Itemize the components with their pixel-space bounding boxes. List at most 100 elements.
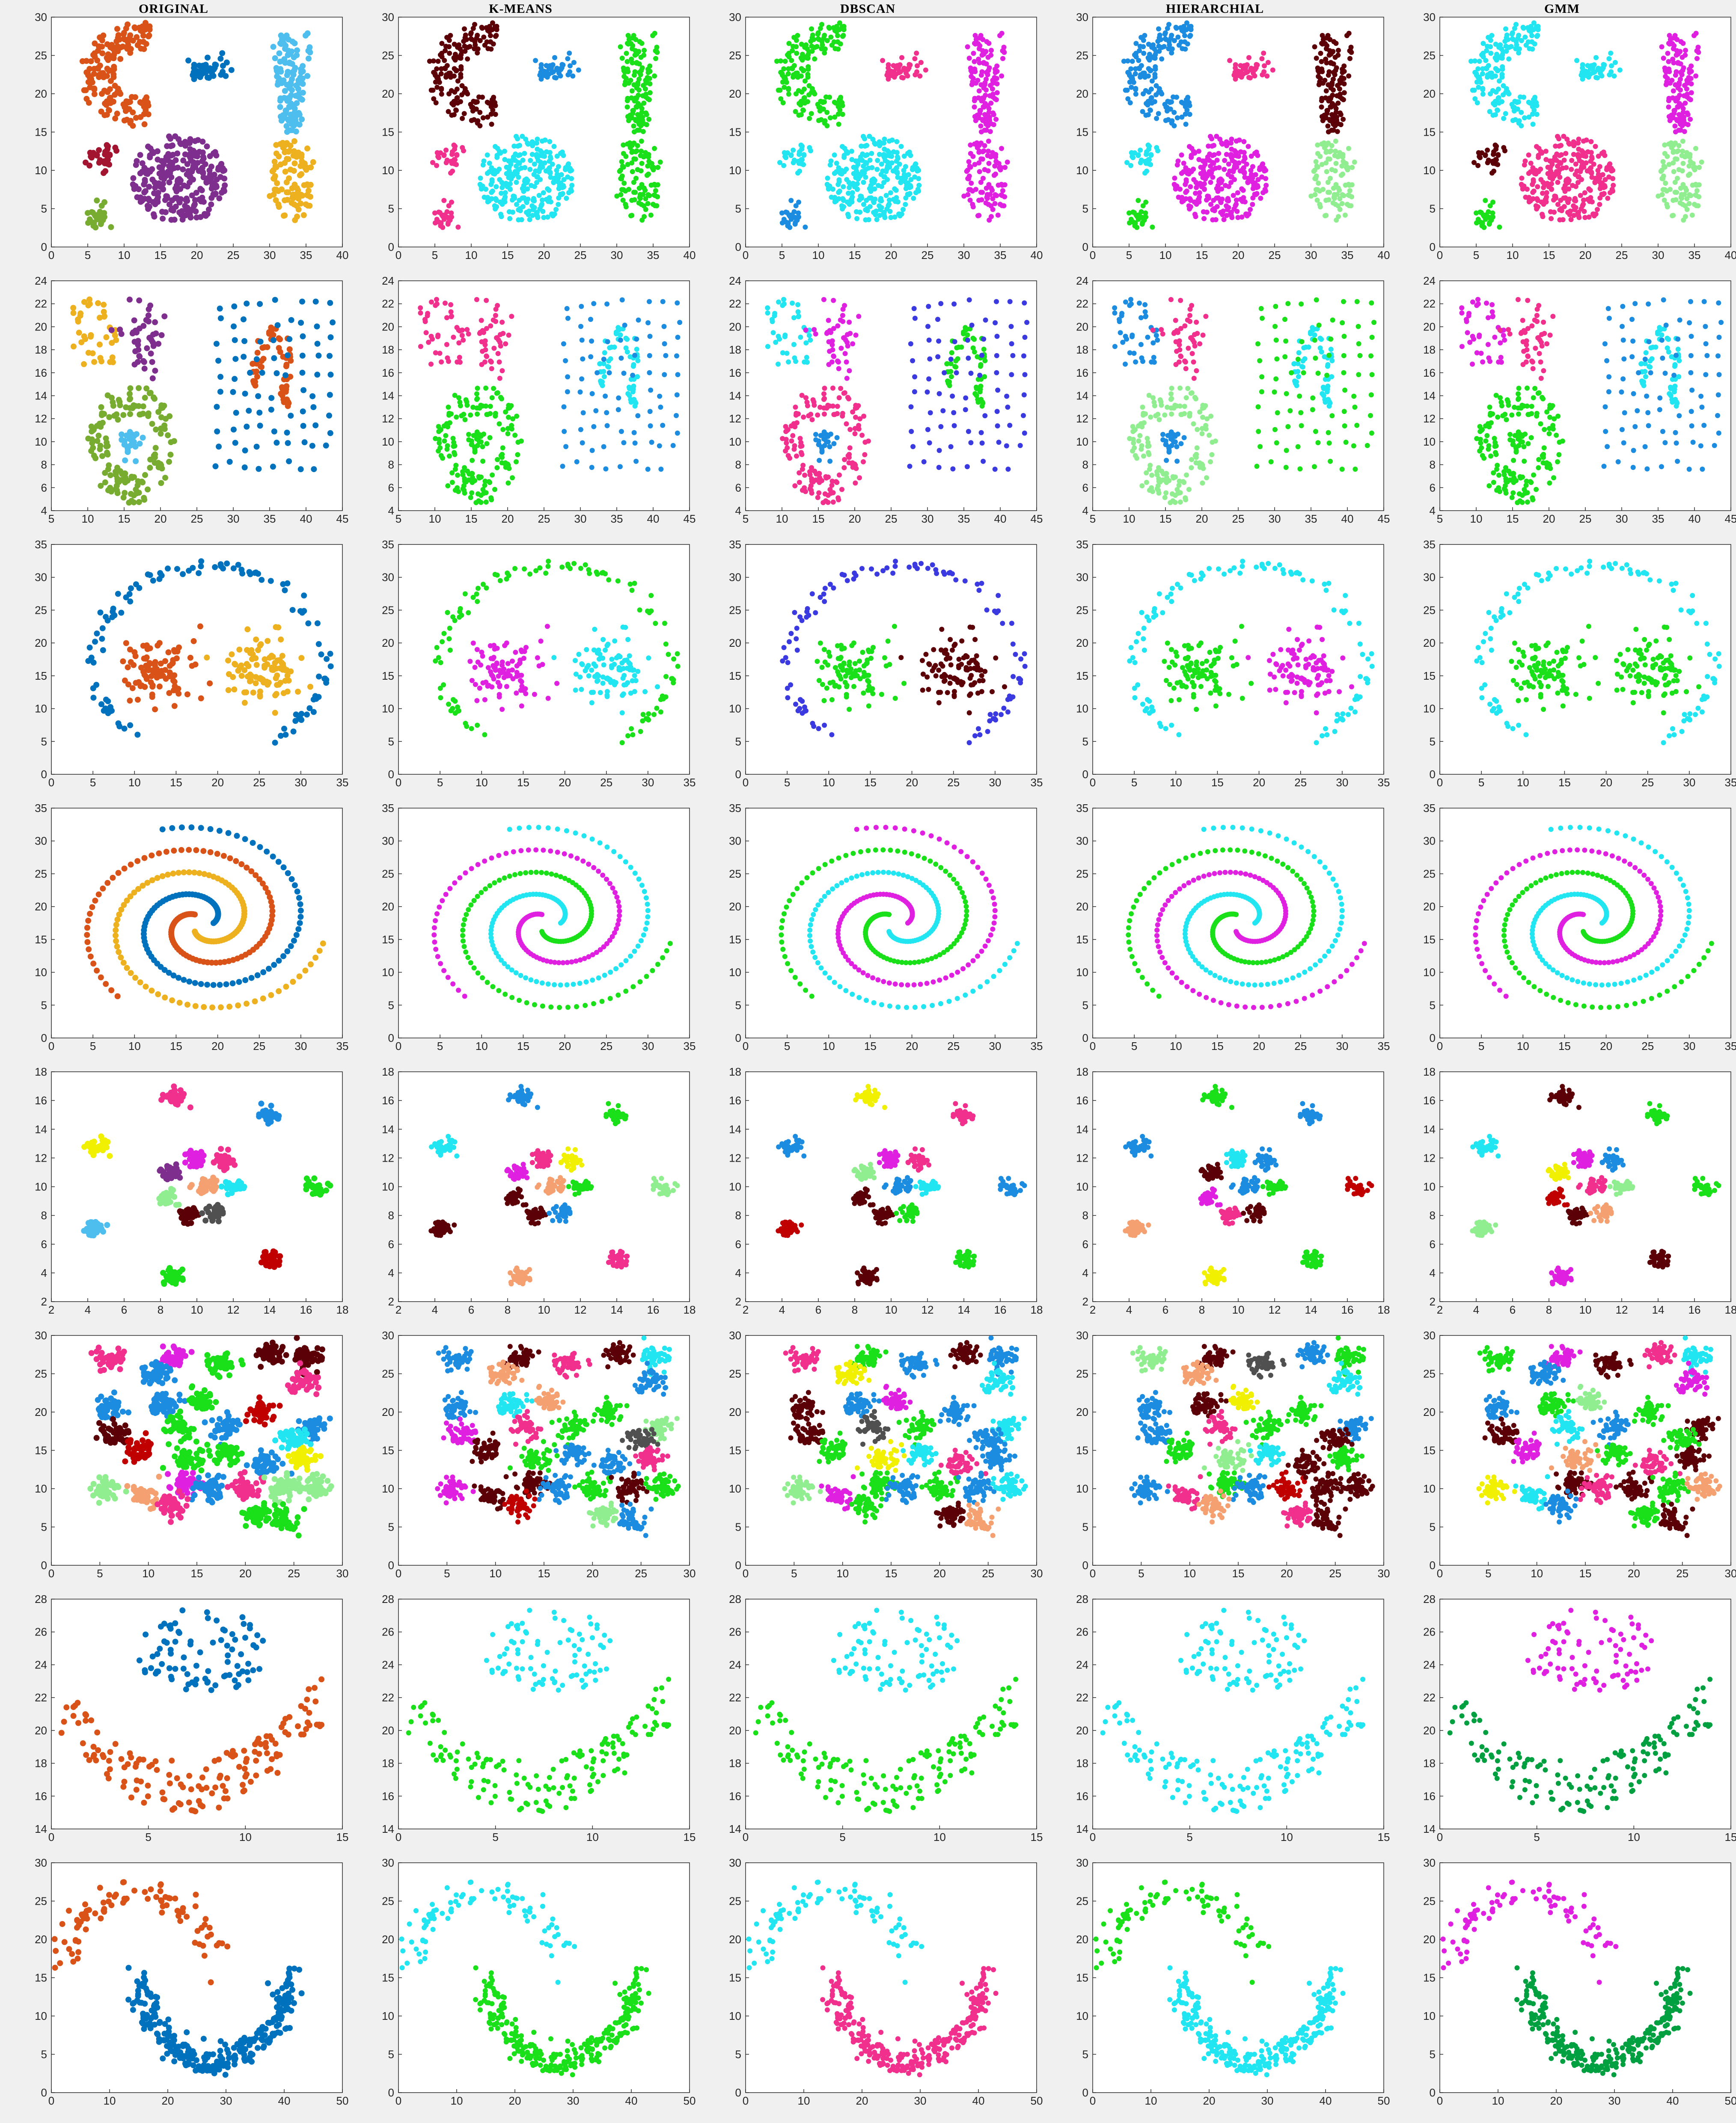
data-point [102, 158, 109, 164]
data-point [1530, 122, 1536, 127]
data-point [1677, 82, 1682, 87]
data-point [632, 353, 637, 358]
data-point [1688, 90, 1694, 95]
data-point [1529, 33, 1534, 39]
data-point [297, 466, 304, 473]
data-point [1171, 181, 1177, 187]
data-point [455, 224, 461, 230]
data-point [1142, 170, 1147, 176]
data-point [1005, 159, 1010, 165]
data-point [1145, 143, 1151, 148]
data-point [215, 357, 222, 364]
data-point [640, 129, 646, 134]
data-point [85, 210, 91, 216]
data-point [554, 153, 560, 159]
data-point [534, 180, 539, 185]
data-point [220, 165, 226, 172]
x-tick-label: 40 [1031, 249, 1043, 262]
data-point [1549, 216, 1554, 221]
data-point [1229, 137, 1234, 142]
data-point [1571, 139, 1576, 145]
data-point [875, 158, 880, 163]
data-point [273, 440, 280, 446]
data-point [1248, 172, 1254, 177]
data-point [626, 187, 631, 192]
data-point [162, 475, 168, 481]
data-point [970, 204, 976, 210]
data-point [632, 197, 637, 202]
data-point [663, 353, 669, 358]
data-point [1127, 210, 1132, 216]
data-point [999, 146, 1004, 151]
data-point [1682, 52, 1688, 58]
data-point [456, 327, 461, 333]
data-point [475, 33, 480, 38]
data-point [793, 71, 799, 76]
data-point [180, 157, 187, 164]
data-point [794, 51, 800, 56]
data-point [480, 115, 486, 121]
data-point [870, 137, 876, 142]
data-point [626, 37, 632, 42]
data-point [869, 177, 875, 183]
data-point [1468, 59, 1474, 64]
data-point [1250, 179, 1255, 185]
data-point [847, 182, 853, 187]
data-point [149, 375, 156, 381]
x-tick-label: 25 [885, 512, 898, 525]
data-point [1328, 51, 1334, 57]
data-point [886, 202, 892, 207]
data-point [1326, 140, 1331, 146]
data-point [805, 74, 811, 80]
data-point [1222, 167, 1227, 172]
data-point [489, 196, 494, 202]
data-point [1556, 136, 1562, 142]
data-point [1496, 78, 1502, 84]
data-point [1566, 140, 1572, 146]
data-point [483, 187, 488, 192]
data-point [521, 183, 526, 188]
data-point [514, 202, 519, 207]
data-point [972, 98, 977, 104]
data-point [841, 153, 847, 158]
data-point [649, 161, 654, 166]
y-tick-label: 24 [729, 274, 741, 287]
x-tick-label: 20 [885, 249, 898, 262]
data-point [81, 361, 87, 367]
data-point [128, 491, 134, 497]
data-point [142, 188, 149, 194]
data-point [517, 161, 522, 166]
data-point [1671, 169, 1677, 174]
data-point [797, 158, 803, 164]
data-point [561, 404, 567, 410]
data-point [645, 320, 651, 326]
data-point [1184, 20, 1189, 26]
data-point [210, 191, 217, 197]
data-point [1519, 181, 1524, 187]
data-point [561, 341, 566, 347]
data-point [1261, 51, 1266, 56]
data-point [1573, 161, 1578, 167]
data-point [230, 426, 237, 433]
data-point [782, 84, 787, 90]
data-point [164, 195, 171, 201]
data-point [981, 51, 987, 57]
column-title-3: HIERARCHIAL [1041, 2, 1388, 16]
data-point [1601, 149, 1606, 155]
y-tick-label: 25 [1076, 49, 1088, 62]
data-point [520, 158, 526, 163]
data-point [1485, 160, 1490, 166]
data-point [643, 196, 648, 202]
data-point [1156, 86, 1162, 92]
data-point [1193, 190, 1198, 196]
data-point [1174, 95, 1179, 100]
data-point [1167, 99, 1173, 104]
data-point [1659, 192, 1665, 197]
data-point [968, 142, 973, 148]
data-point [880, 58, 886, 63]
data-point [315, 352, 322, 359]
y-tick-label: 4 [41, 504, 47, 517]
data-point [1516, 50, 1522, 56]
data-point [452, 42, 457, 47]
data-point [127, 50, 134, 56]
